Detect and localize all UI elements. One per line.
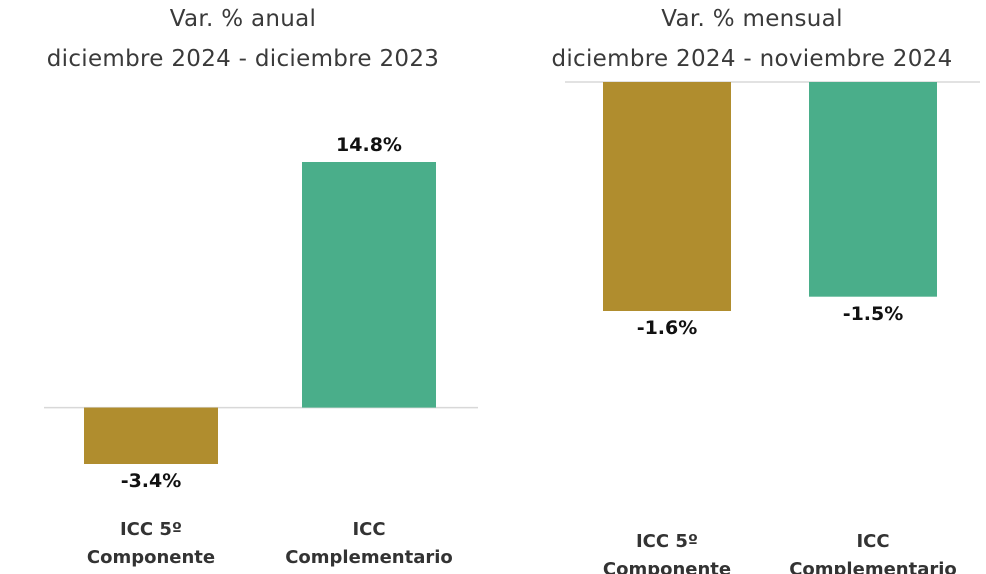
bar <box>302 162 436 408</box>
category-label: ICC Complementario <box>789 531 957 574</box>
category-label: ICC 5º Componente <box>602 531 732 574</box>
category-label: ICC Complementario <box>285 519 453 568</box>
category-label: ICC 5º Componente <box>86 519 216 568</box>
chart-title: Var. % anual <box>169 6 317 32</box>
value-label: -3.4% <box>120 470 182 492</box>
value-label: -1.5% <box>842 302 904 325</box>
chart-subtitle: diciembre 2024 - diciembre 2023 <box>46 46 440 72</box>
chart-subtitle: diciembre 2024 - noviembre 2024 <box>551 46 953 72</box>
chart-title: Var. % mensual <box>661 6 843 32</box>
bar <box>84 407 218 464</box>
value-label: -1.6% <box>636 317 698 339</box>
value-label: 14.8% <box>336 134 402 156</box>
bar <box>809 82 937 297</box>
bar <box>603 82 731 311</box>
